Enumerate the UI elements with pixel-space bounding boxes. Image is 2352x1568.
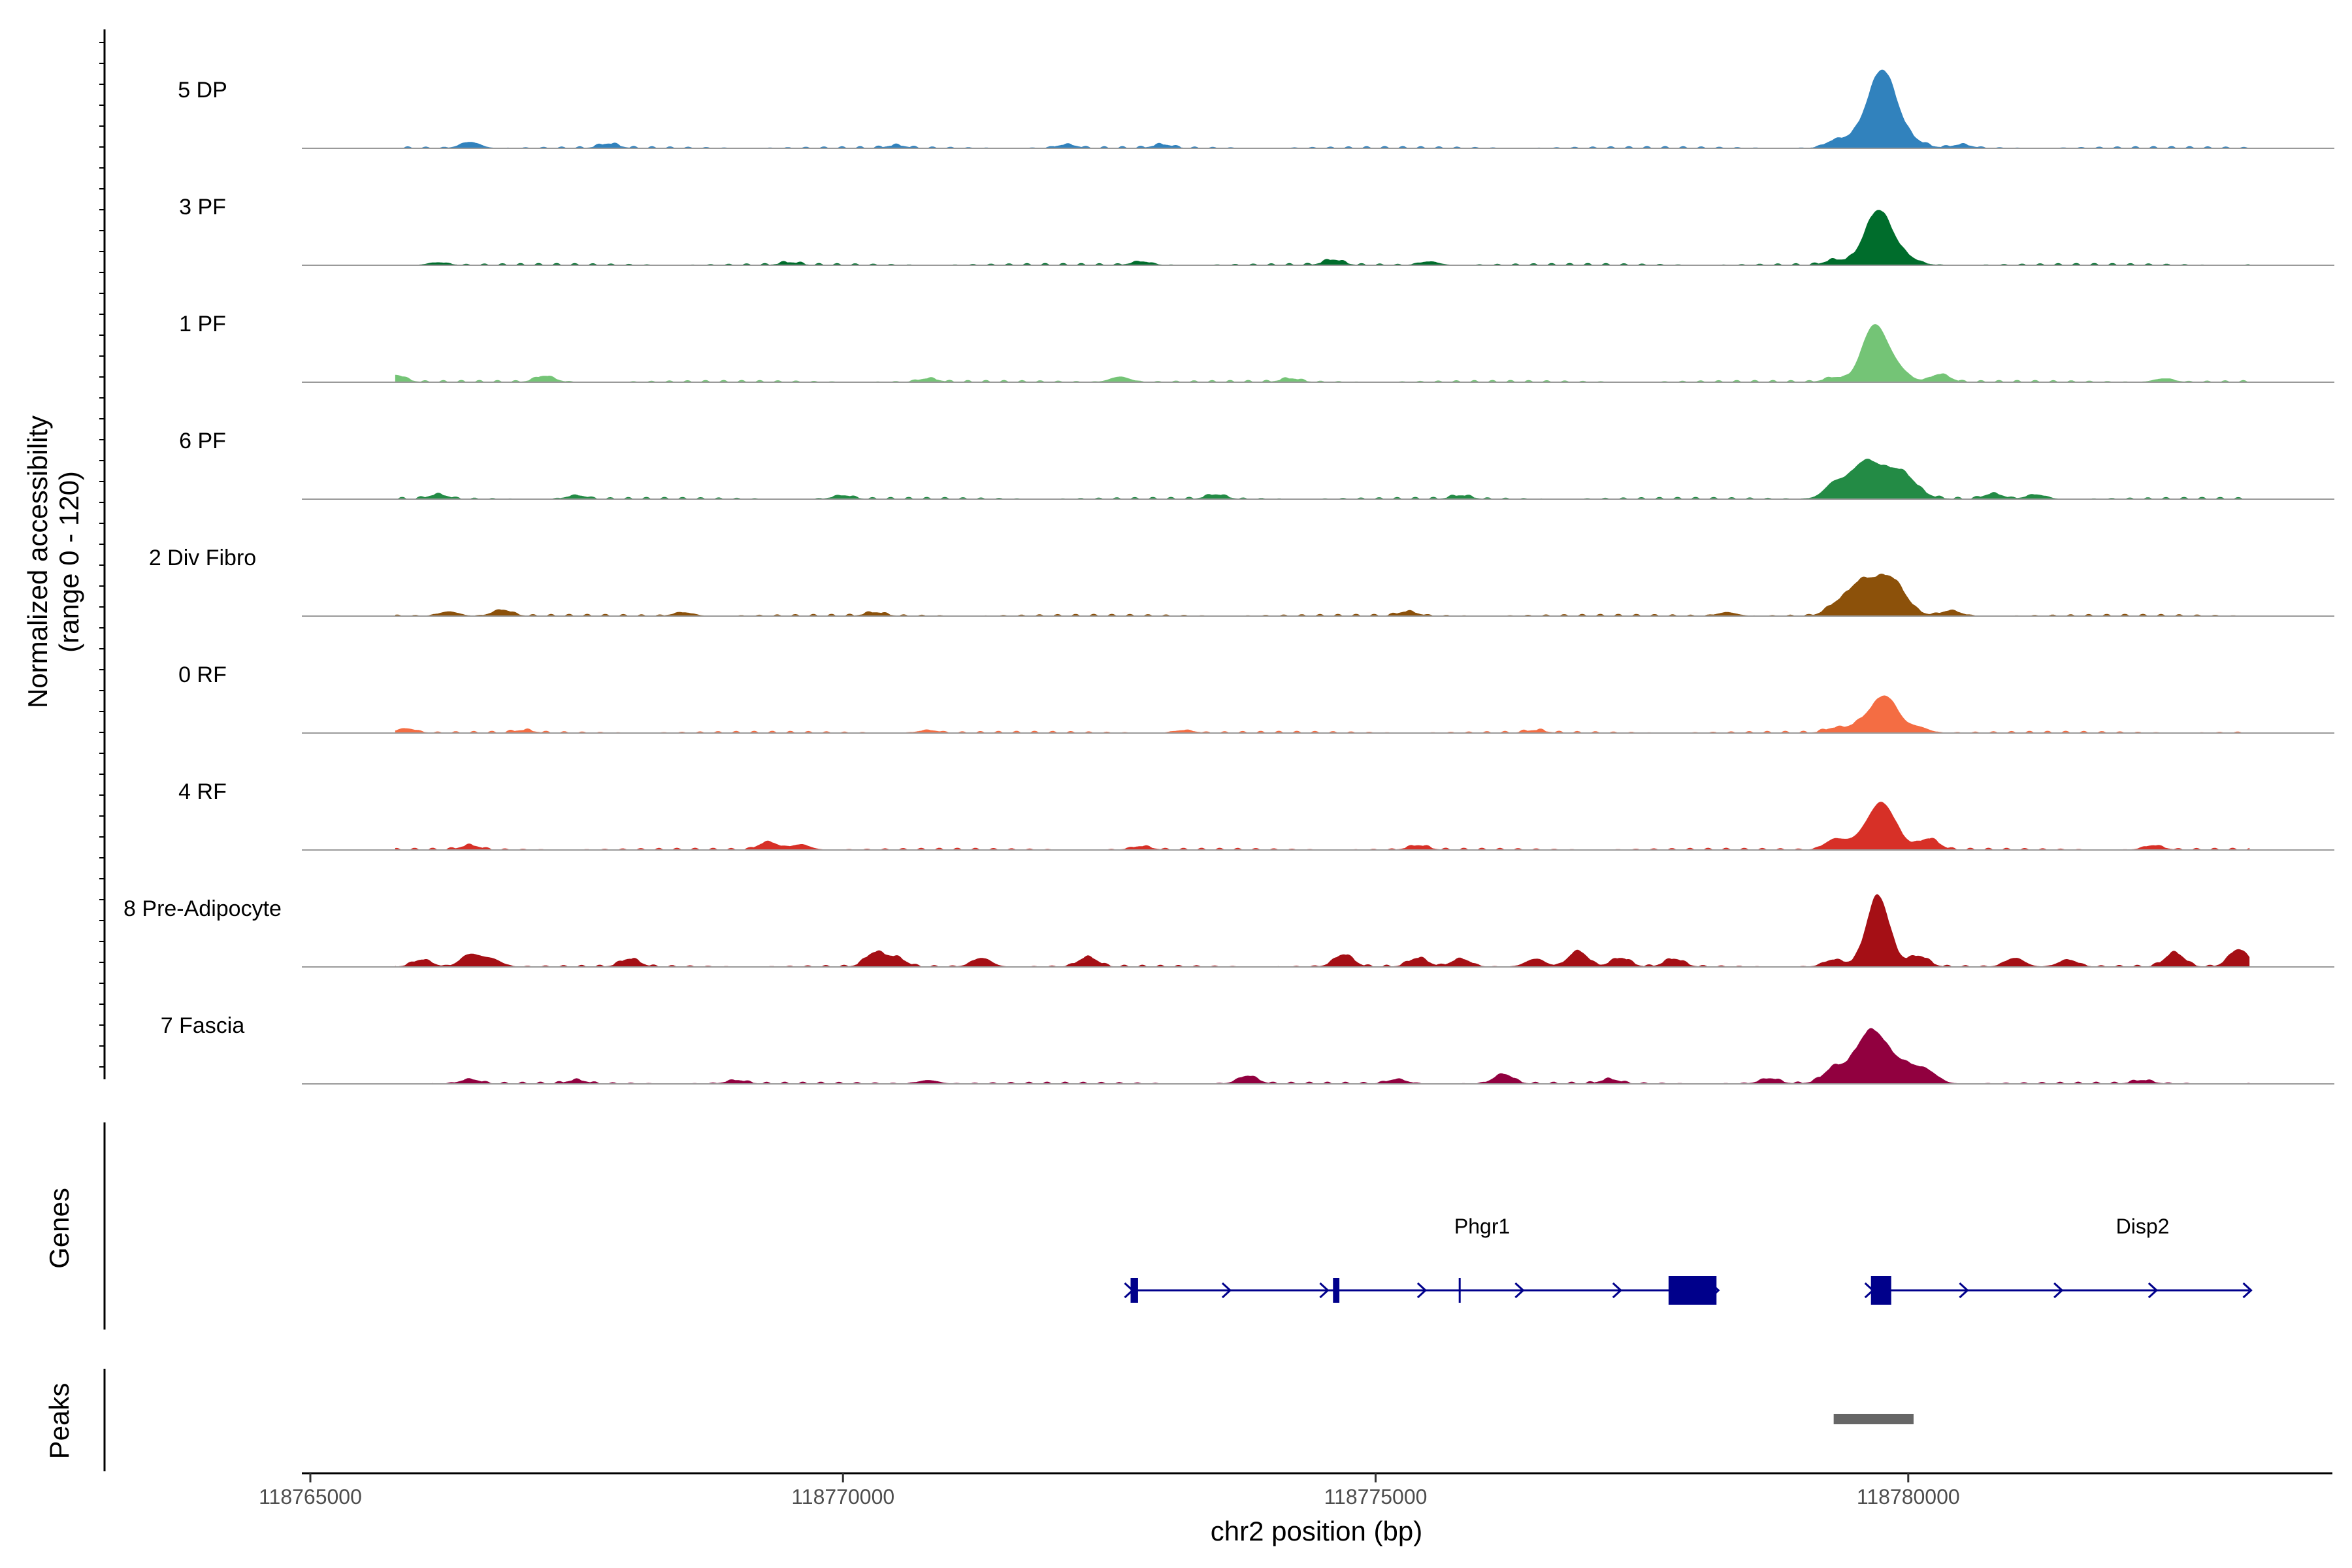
coverage-tracks: 5 DP 3 PF 1 PF 6 PF 2 Div Fibro 0 RF 4 RF 8 Pre… (123, 69, 2334, 1085)
track-8-pre-adipocyte: 8 Pre-Adipocyte (123, 894, 2334, 968)
strand-arrow-icon (1319, 1282, 1330, 1299)
gene-exon (1130, 1278, 1138, 1303)
gene-exon (1458, 1278, 1461, 1303)
strand-arrow-icon (2148, 1282, 2159, 1299)
coverage-area (395, 210, 2250, 266)
panel-axes (99, 29, 106, 1471)
track-label: 7 Fascia (161, 1013, 245, 1038)
track-label: 1 PF (179, 312, 226, 336)
gene-exon (1870, 1276, 1891, 1305)
x-axis-title: chr2 position (bp) (1211, 1516, 1423, 1546)
track-label: 3 PF (179, 195, 226, 220)
strand-arrow-icon (1514, 1282, 1525, 1299)
y-axis-title-line2: (range 0 - 120) (54, 471, 84, 653)
strand-arrow-icon (1959, 1282, 1969, 1299)
track-6-pf: 6 PF (179, 429, 2334, 500)
track-label: 0 RF (178, 662, 227, 687)
coverage-area (395, 324, 2249, 383)
track-label: 5 DP (178, 78, 227, 103)
track-5-dp: 5 DP (178, 69, 2334, 149)
coverage-area (395, 69, 2249, 149)
track-label: 4 RF (178, 779, 227, 804)
x-tick-label: 118775000 (1324, 1485, 1428, 1509)
x-axis: 118765000 118770000 118775000 118780000 (259, 1472, 2332, 1509)
peak-region (1833, 1414, 1914, 1424)
track-2-div-fibro: 2 Div Fibro (149, 546, 2334, 617)
gene-label: Phgr1 (1454, 1215, 1510, 1238)
track-7-fascia: 7 Fascia (161, 1013, 2334, 1085)
x-tick-label: 118765000 (259, 1485, 362, 1509)
peaks-panel-label: Peaks (44, 1383, 74, 1460)
peaks-track (1833, 1414, 1914, 1424)
track-1-pf: 1 PF (179, 312, 2334, 383)
coverage-area (395, 695, 2249, 734)
gene-phgr1: Phgr1 (1124, 1215, 1720, 1305)
track-label: 6 PF (179, 429, 226, 453)
track-label: 8 Pre-Adipocyte (123, 896, 282, 921)
coverage-area (395, 459, 2249, 500)
coverage-area (395, 802, 2250, 851)
strand-arrow-icon (2053, 1282, 2064, 1299)
x-tick-label: 118780000 (1857, 1485, 1960, 1509)
track-4-rf: 4 RF (178, 779, 2334, 851)
coverage-area (395, 573, 2250, 617)
genes-panel-label: Genes (44, 1188, 74, 1269)
strand-arrow-icon (1612, 1282, 1623, 1299)
coverage-area (395, 894, 2250, 968)
y-axis-title-line1: Normalized accessibility (22, 416, 53, 708)
coverage-area (395, 1028, 2250, 1085)
gene-label: Disp2 (2116, 1215, 2170, 1238)
gene-exon (1333, 1278, 1340, 1303)
x-tick-label: 118770000 (791, 1485, 894, 1509)
gene-annotation-track: Phgr1 Disp2 (1124, 1215, 2253, 1305)
strand-arrow-icon (1221, 1282, 1232, 1299)
gene-exon (1668, 1276, 1717, 1305)
strand-arrow-icon (1416, 1282, 1428, 1299)
strand-arrow-icon (2242, 1282, 2253, 1299)
track-label: 2 Div Fibro (149, 546, 256, 570)
gene-disp2: Disp2 (1864, 1215, 2253, 1305)
track-0-rf: 0 RF (178, 662, 2334, 734)
track-3-pf: 3 PF (179, 195, 2334, 266)
